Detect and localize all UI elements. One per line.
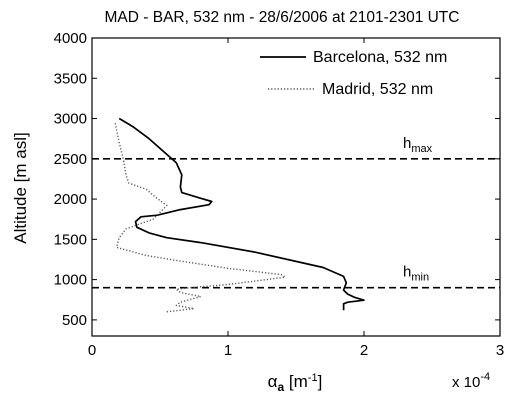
- x-axis-label-unit-close: ]: [318, 372, 323, 391]
- reference-label-subscript: max: [411, 143, 432, 155]
- reference-label-min: hmin: [403, 264, 429, 284]
- x-axis-multiplier: x 10-4: [452, 371, 490, 391]
- y-tick-labels: 500 1000 1500 2000 2500 3000 3500 4000: [54, 30, 87, 329]
- y-tick-label: 2000: [54, 191, 87, 208]
- series-line-barcelona: [118, 117, 365, 311]
- legend: Barcelona, 532 nm Madrid, 532 nm: [260, 49, 447, 98]
- reference-label-max: hmax: [403, 135, 433, 155]
- x-tick-labels: 0 1 2 3: [88, 342, 504, 359]
- y-tick-label: 2500: [54, 151, 87, 168]
- reference-label-base: h: [403, 135, 411, 152]
- x-tick-label: 2: [360, 342, 368, 359]
- series-lines: [114, 117, 365, 313]
- y-tick-label: 3500: [54, 70, 87, 87]
- x-tick-label: 0: [88, 342, 96, 359]
- x-axis-label: αa [m-1]: [268, 372, 323, 394]
- y-tick-label: 4000: [54, 30, 87, 47]
- reference-lines: [92, 158, 500, 289]
- x-axis-multiplier-base: x 10: [452, 374, 480, 391]
- x-axis-label-unit-superscript: -1: [308, 372, 318, 384]
- chart-title: MAD - BAR, 532 nm - 28/6/2006 at 2101-23…: [105, 9, 460, 26]
- y-tick-label: 3000: [54, 111, 87, 128]
- x-axis-multiplier-exponent: -4: [480, 371, 490, 383]
- plot-area-frame: [91, 37, 501, 337]
- x-axis-label-base: α: [268, 372, 278, 391]
- x-tick-label: 1: [224, 342, 232, 359]
- axis-ticks: [91, 37, 501, 336]
- legend-label-barcelona: Barcelona, 532 nm: [313, 49, 447, 66]
- y-tick-label: 1000: [54, 272, 87, 289]
- reference-label-subscript: min: [411, 272, 429, 284]
- x-axis-label-subscript: a: [278, 380, 285, 394]
- legend-label-madrid: Madrid, 532 nm: [322, 81, 433, 98]
- x-axis-label-unit-open: [m: [284, 372, 308, 391]
- y-tick-label: 500: [62, 312, 87, 329]
- y-axis-label: Altitude [m asl]: [11, 132, 30, 244]
- series-line-madrid: [114, 122, 286, 313]
- x-tick-label: 3: [496, 342, 504, 359]
- y-tick-label: 1500: [54, 231, 87, 248]
- reference-label-base: h: [403, 264, 411, 281]
